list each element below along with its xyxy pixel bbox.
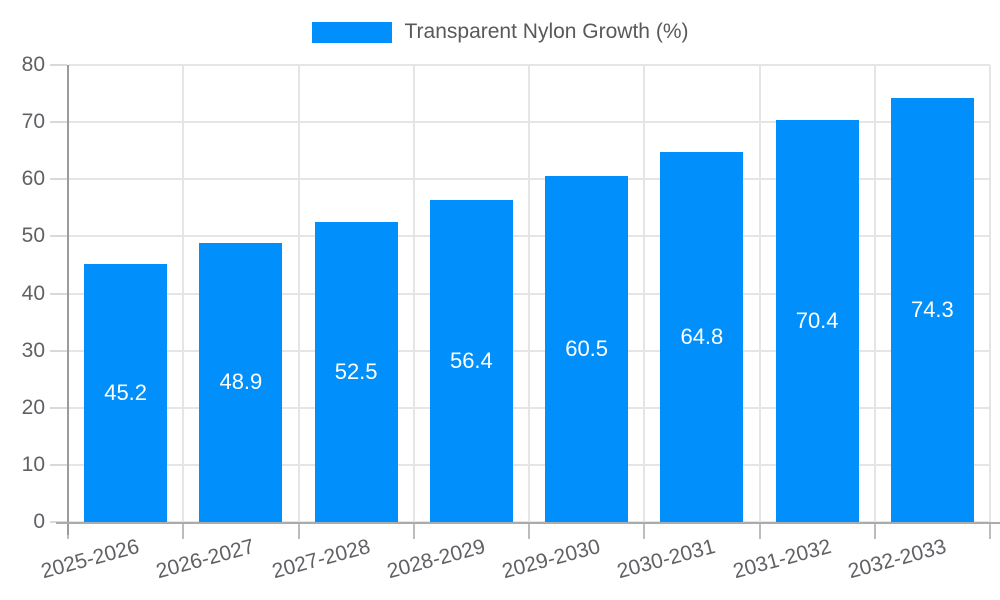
y-axis-label: 0 — [33, 510, 45, 533]
x-tick — [989, 524, 991, 539]
x-tick — [528, 524, 530, 539]
x-axis-label: 2029-2030 — [499, 534, 603, 584]
bar-value-label: 64.8 — [680, 323, 724, 349]
legend-label: Transparent Nylon Growth (%) — [404, 20, 689, 43]
x-axis-label: 2031-2032 — [730, 534, 834, 584]
y-axis-label: 80 — [21, 53, 45, 76]
x-gridline — [758, 65, 761, 522]
y-axis-label: 10 — [21, 452, 45, 476]
x-gridline — [297, 65, 300, 522]
x-gridline — [643, 65, 646, 522]
y-tick — [50, 406, 67, 409]
y-axis-label: 30 — [21, 338, 45, 362]
x-axis-line — [56, 522, 1000, 524]
bar-value-label: 45.2 — [104, 379, 148, 405]
bar — [775, 119, 859, 522]
x-tick — [182, 524, 185, 539]
bar-value-label: 70.4 — [795, 307, 839, 333]
bar — [429, 199, 513, 522]
x-gridline — [182, 65, 185, 522]
x-axis-label: 2027-2028 — [269, 534, 373, 584]
legend-swatch-icon — [311, 21, 392, 43]
y-tick — [50, 292, 67, 295]
y-axis-line — [67, 65, 69, 535]
x-tick — [412, 524, 415, 539]
y-axis-label: 50 — [21, 224, 45, 248]
x-gridline — [412, 65, 415, 522]
y-axis-label: 40 — [21, 281, 45, 305]
x-axis-label: 2030-2031 — [615, 534, 719, 584]
x-gridline — [989, 65, 991, 522]
x-tick — [873, 524, 876, 539]
x-gridline — [528, 65, 530, 522]
bar — [545, 176, 629, 522]
y-tick — [50, 178, 67, 181]
x-axis-label: 2026-2027 — [154, 534, 258, 584]
y-tick — [50, 64, 67, 66]
y-axis-label: 60 — [21, 167, 45, 191]
y-tick — [50, 463, 67, 466]
y-axis-label: 70 — [21, 110, 45, 134]
x-tick — [758, 524, 761, 539]
bar — [314, 222, 398, 522]
bar-value-label: 74.3 — [910, 296, 954, 322]
y-axis-label: 20 — [21, 395, 45, 419]
legend[interactable]: Transparent Nylon Growth (%) — [0, 20, 1000, 44]
x-axis-label: 2032-2033 — [845, 534, 949, 584]
bar — [890, 97, 974, 522]
bar-value-label: 56.4 — [449, 347, 493, 373]
x-axis-label: 2025-2026 — [38, 534, 142, 584]
x-tick — [297, 524, 300, 539]
bar — [199, 242, 283, 522]
y-tick — [50, 349, 67, 352]
bar — [660, 151, 744, 522]
bar-value-label: 52.5 — [334, 359, 378, 385]
x-gridline — [873, 65, 876, 522]
bar-value-label: 48.9 — [219, 369, 263, 395]
x-axis-label: 2028-2029 — [384, 534, 488, 584]
y-tick — [50, 121, 67, 124]
y-tick — [50, 235, 67, 238]
bar — [84, 263, 168, 522]
bar-value-label: 60.5 — [565, 336, 609, 362]
x-tick — [643, 524, 646, 539]
